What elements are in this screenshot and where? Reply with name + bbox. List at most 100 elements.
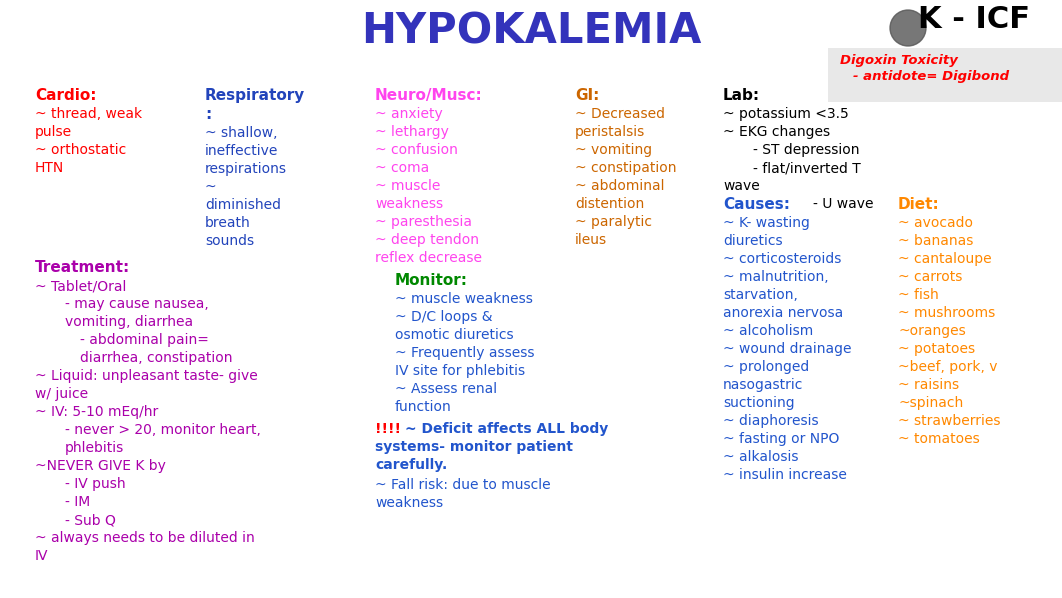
Text: weakness: weakness — [375, 197, 443, 211]
Text: osmotic diuretics: osmotic diuretics — [395, 328, 514, 342]
Text: breath: breath — [205, 216, 251, 230]
Text: ~ alkalosis: ~ alkalosis — [723, 450, 799, 464]
Text: ~ strawberries: ~ strawberries — [898, 414, 1000, 428]
Text: !!!!: !!!! — [375, 422, 401, 436]
Text: ~ thread, weak: ~ thread, weak — [35, 107, 142, 121]
Text: ~ Frequently assess: ~ Frequently assess — [395, 346, 534, 360]
Text: ~ bananas: ~ bananas — [898, 234, 974, 248]
Text: Cardio:: Cardio: — [35, 88, 97, 103]
Text: systems- monitor patient: systems- monitor patient — [375, 440, 573, 454]
Text: distention: distention — [575, 197, 645, 211]
Text: function: function — [395, 400, 451, 414]
Text: Diet:: Diet: — [898, 197, 940, 212]
Text: :: : — [205, 107, 211, 122]
Text: ~ Decreased: ~ Decreased — [575, 107, 665, 121]
Text: HTN: HTN — [35, 161, 64, 175]
Text: ~ mushrooms: ~ mushrooms — [898, 306, 995, 320]
Text: ~ Tablet/Oral: ~ Tablet/Oral — [35, 279, 126, 293]
Text: Monitor:: Monitor: — [395, 273, 468, 288]
Text: weakness: weakness — [375, 496, 443, 510]
Text: ~ IV: 5-10 mEq/hr: ~ IV: 5-10 mEq/hr — [35, 405, 158, 419]
Text: ~ orthostatic: ~ orthostatic — [35, 143, 126, 157]
Text: ~ K- wasting: ~ K- wasting — [723, 216, 810, 230]
Text: respirations: respirations — [205, 162, 287, 176]
Text: nasogastric: nasogastric — [723, 378, 803, 392]
Text: IV site for phlebitis: IV site for phlebitis — [395, 364, 525, 378]
Text: IV: IV — [35, 549, 49, 563]
Text: ~ potassium <3.5: ~ potassium <3.5 — [723, 107, 849, 121]
Text: diuretics: diuretics — [723, 234, 783, 248]
Text: ~ cantaloupe: ~ cantaloupe — [898, 252, 992, 266]
Text: ~ prolonged: ~ prolonged — [723, 360, 809, 374]
Text: suctioning: suctioning — [723, 396, 794, 410]
Text: ~spinach: ~spinach — [898, 396, 963, 410]
Text: ~ Assess renal: ~ Assess renal — [395, 382, 497, 396]
Text: ~ Liquid: unpleasant taste- give: ~ Liquid: unpleasant taste- give — [35, 369, 258, 383]
Text: - may cause nausea,: - may cause nausea, — [65, 297, 209, 311]
Text: peristalsis: peristalsis — [575, 125, 646, 139]
Text: ~ constipation: ~ constipation — [575, 161, 676, 175]
Text: Treatment:: Treatment: — [35, 260, 131, 275]
FancyBboxPatch shape — [828, 48, 1062, 102]
Text: wave: wave — [723, 179, 759, 193]
Text: ~ EKG changes: ~ EKG changes — [723, 125, 830, 139]
Text: ~oranges: ~oranges — [898, 324, 965, 338]
Text: Causes:: Causes: — [723, 197, 790, 212]
Text: ~ diaphoresis: ~ diaphoresis — [723, 414, 819, 428]
Text: ~ Deficit affects ALL body: ~ Deficit affects ALL body — [405, 422, 609, 436]
Text: ~ deep tendon: ~ deep tendon — [375, 233, 479, 247]
Text: diarrhea, constipation: diarrhea, constipation — [80, 351, 233, 365]
Text: - Sub Q: - Sub Q — [65, 513, 116, 527]
Text: carefully.: carefully. — [375, 458, 447, 472]
Text: w/ juice: w/ juice — [35, 387, 88, 401]
Text: HYPOKALEMIA: HYPOKALEMIA — [361, 10, 701, 52]
Text: ~ lethargy: ~ lethargy — [375, 125, 449, 139]
Text: ~ D/C loops &: ~ D/C loops & — [395, 310, 493, 324]
Text: - abdominal pain=: - abdominal pain= — [80, 333, 209, 347]
Text: ~ alcoholism: ~ alcoholism — [723, 324, 813, 338]
Text: Digoxin Toxicity: Digoxin Toxicity — [840, 54, 958, 67]
Text: phlebitis: phlebitis — [65, 441, 124, 455]
Text: ileus: ileus — [575, 233, 607, 247]
Text: vomiting, diarrhea: vomiting, diarrhea — [65, 315, 193, 329]
Text: - IM: - IM — [65, 495, 90, 509]
Text: ~ paralytic: ~ paralytic — [575, 215, 652, 229]
Text: ~beef, pork, v: ~beef, pork, v — [898, 360, 997, 374]
Text: ~ shallow,: ~ shallow, — [205, 126, 277, 140]
Text: ~ vomiting: ~ vomiting — [575, 143, 652, 157]
Text: starvation,: starvation, — [723, 288, 798, 302]
Text: ~NEVER GIVE K by: ~NEVER GIVE K by — [35, 459, 166, 473]
Text: sounds: sounds — [205, 234, 254, 248]
Text: ~ coma: ~ coma — [375, 161, 429, 175]
Text: ~ malnutrition,: ~ malnutrition, — [723, 270, 828, 284]
Text: - antidote= Digibond: - antidote= Digibond — [853, 70, 1009, 83]
Text: ~ Fall risk: due to muscle: ~ Fall risk: due to muscle — [375, 478, 550, 492]
Text: ~ wound drainage: ~ wound drainage — [723, 342, 852, 356]
Text: - ST depression: - ST depression — [753, 143, 859, 157]
Text: ~ confusion: ~ confusion — [375, 143, 458, 157]
Text: Respiratory: Respiratory — [205, 88, 305, 103]
Text: - U wave: - U wave — [813, 197, 874, 211]
Text: ~ muscle weakness: ~ muscle weakness — [395, 292, 533, 306]
Text: ~ insulin increase: ~ insulin increase — [723, 468, 846, 482]
Text: ~ avocado: ~ avocado — [898, 216, 973, 230]
Circle shape — [890, 10, 926, 46]
Text: ~ muscle: ~ muscle — [375, 179, 441, 193]
Text: Neuro/Musc:: Neuro/Musc: — [375, 88, 483, 103]
Text: ~ fasting or NPO: ~ fasting or NPO — [723, 432, 839, 446]
Text: ~ corticosteroids: ~ corticosteroids — [723, 252, 841, 266]
Text: GI:: GI: — [575, 88, 599, 103]
Text: ineffective: ineffective — [205, 144, 278, 158]
Text: ~ carrots: ~ carrots — [898, 270, 962, 284]
Text: ~ abdominal: ~ abdominal — [575, 179, 665, 193]
Text: diminished: diminished — [205, 198, 281, 212]
Text: ~ raisins: ~ raisins — [898, 378, 959, 392]
Text: ~ always needs to be diluted in: ~ always needs to be diluted in — [35, 531, 255, 545]
Text: ~ tomatoes: ~ tomatoes — [898, 432, 980, 446]
Text: K - ICF: K - ICF — [918, 5, 1030, 34]
Text: - flat/inverted T: - flat/inverted T — [753, 161, 860, 175]
Text: pulse: pulse — [35, 125, 72, 139]
Text: ~ anxiety: ~ anxiety — [375, 107, 443, 121]
Text: anorexia nervosa: anorexia nervosa — [723, 306, 843, 320]
Text: ~ paresthesia: ~ paresthesia — [375, 215, 472, 229]
